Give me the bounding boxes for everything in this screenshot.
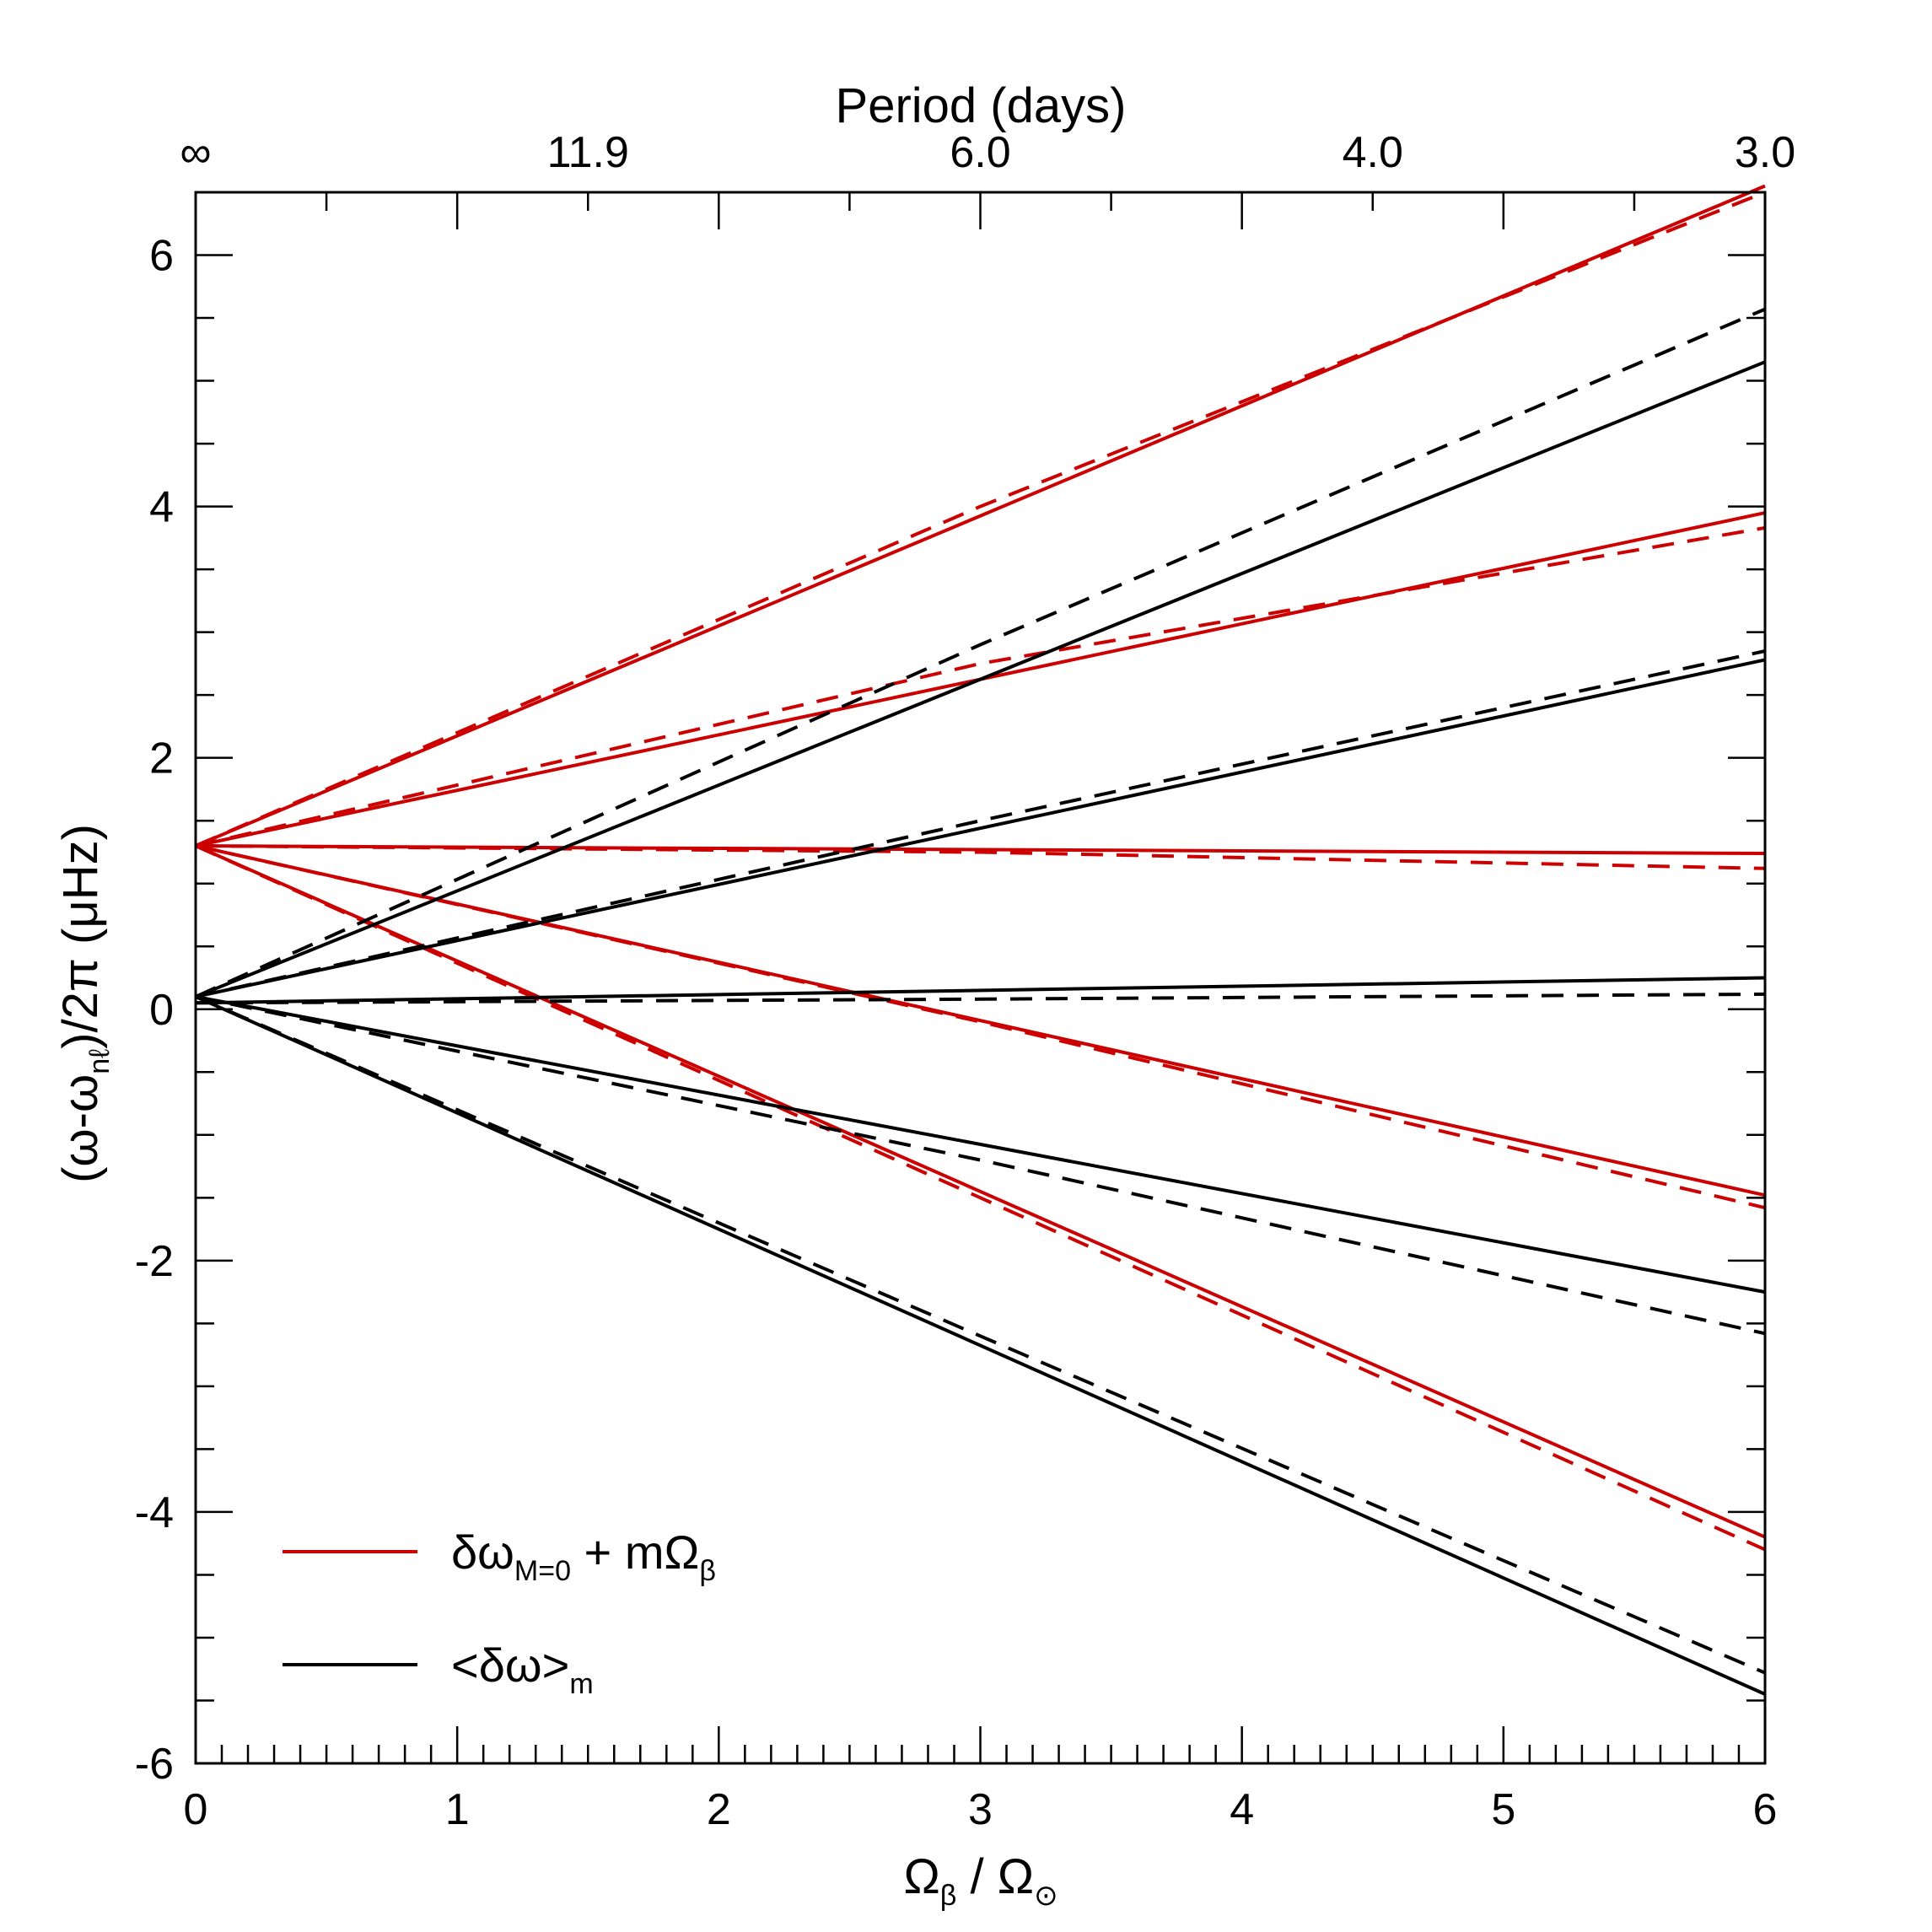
series-line: red m=+2 dashed bbox=[195, 191, 1766, 848]
series-line: black m=+1 solid bbox=[195, 658, 1766, 998]
y-tick-label: -4 bbox=[135, 1488, 174, 1537]
x-axis-title: Ωβ / Ω⊙ bbox=[903, 1849, 1057, 1912]
series-line: black m=-2 dashed bbox=[195, 995, 1766, 1675]
top-tick-label: 3.0 bbox=[1735, 128, 1795, 177]
legend-label-black: <δω>m bbox=[451, 1639, 594, 1700]
y-tick-label: 0 bbox=[149, 986, 174, 1035]
legend: δωM=0 + mΩβ <δω>m bbox=[283, 1526, 716, 1700]
series-line: black m=+2 dashed bbox=[195, 307, 1766, 998]
x-tick-label: 6 bbox=[1753, 1785, 1778, 1834]
legend-label-red: δωM=0 + mΩβ bbox=[451, 1526, 716, 1587]
x-tick-label: 0 bbox=[184, 1785, 208, 1834]
series-line: red m=0 dashed bbox=[195, 844, 1766, 870]
top-tick-label: ∞ bbox=[180, 128, 211, 177]
y-tick-label: 4 bbox=[149, 483, 174, 532]
y-tick-label: -6 bbox=[135, 1740, 174, 1789]
x-tick-label: 3 bbox=[968, 1785, 993, 1834]
y-tick-label: -2 bbox=[135, 1237, 174, 1286]
series-line: black m=-2 solid bbox=[195, 995, 1766, 1696]
series-line: black m=+2 solid bbox=[195, 360, 1766, 998]
series-line: red m=-2 dashed bbox=[195, 844, 1766, 1552]
top-tick-label: 6.0 bbox=[950, 128, 1010, 177]
x-tick-label: 2 bbox=[707, 1785, 731, 1834]
series-line: black m=0 dashed bbox=[195, 992, 1766, 1005]
series-line: black m=0 solid bbox=[195, 976, 1766, 1005]
labels-layer: 0 1 2 3 4 5 6 ∞ 11.9 6.0 4.0 3.0 -6 -4 -2 0 2 4 6 bbox=[135, 128, 1795, 1834]
series-line: red m=+1 dashed bbox=[195, 525, 1766, 848]
x-tick-label: 4 bbox=[1230, 1785, 1254, 1834]
series-line: black m=-1 solid bbox=[195, 994, 1766, 1294]
series-line: red m=-1 dashed bbox=[195, 844, 1766, 1210]
top-axis-title: Period (days) bbox=[836, 78, 1127, 133]
ticks-layer bbox=[194, 191, 1767, 1765]
top-tick-label: 4.0 bbox=[1343, 128, 1403, 177]
y-tick-label: 2 bbox=[149, 735, 174, 783]
series-line: black m=+1 dashed bbox=[195, 649, 1766, 998]
x-tick-label: 5 bbox=[1491, 1785, 1515, 1834]
x-tick-label: 1 bbox=[445, 1785, 470, 1834]
y-tick-label: 6 bbox=[149, 232, 174, 281]
top-tick-label: 11.9 bbox=[547, 128, 629, 177]
series-line: red m=-2 solid bbox=[195, 844, 1766, 1539]
series-layer: red m=+2 solidred m=+2 dashedred m=+1 so… bbox=[195, 184, 1766, 1696]
plot-frame bbox=[194, 191, 1767, 1765]
y-axis-title: (ω-ωnℓ)/2π (μHz) bbox=[53, 824, 116, 1183]
series-line: red m=+2 solid bbox=[195, 184, 1766, 848]
series-line: black m=-1 dashed bbox=[195, 994, 1766, 1336]
